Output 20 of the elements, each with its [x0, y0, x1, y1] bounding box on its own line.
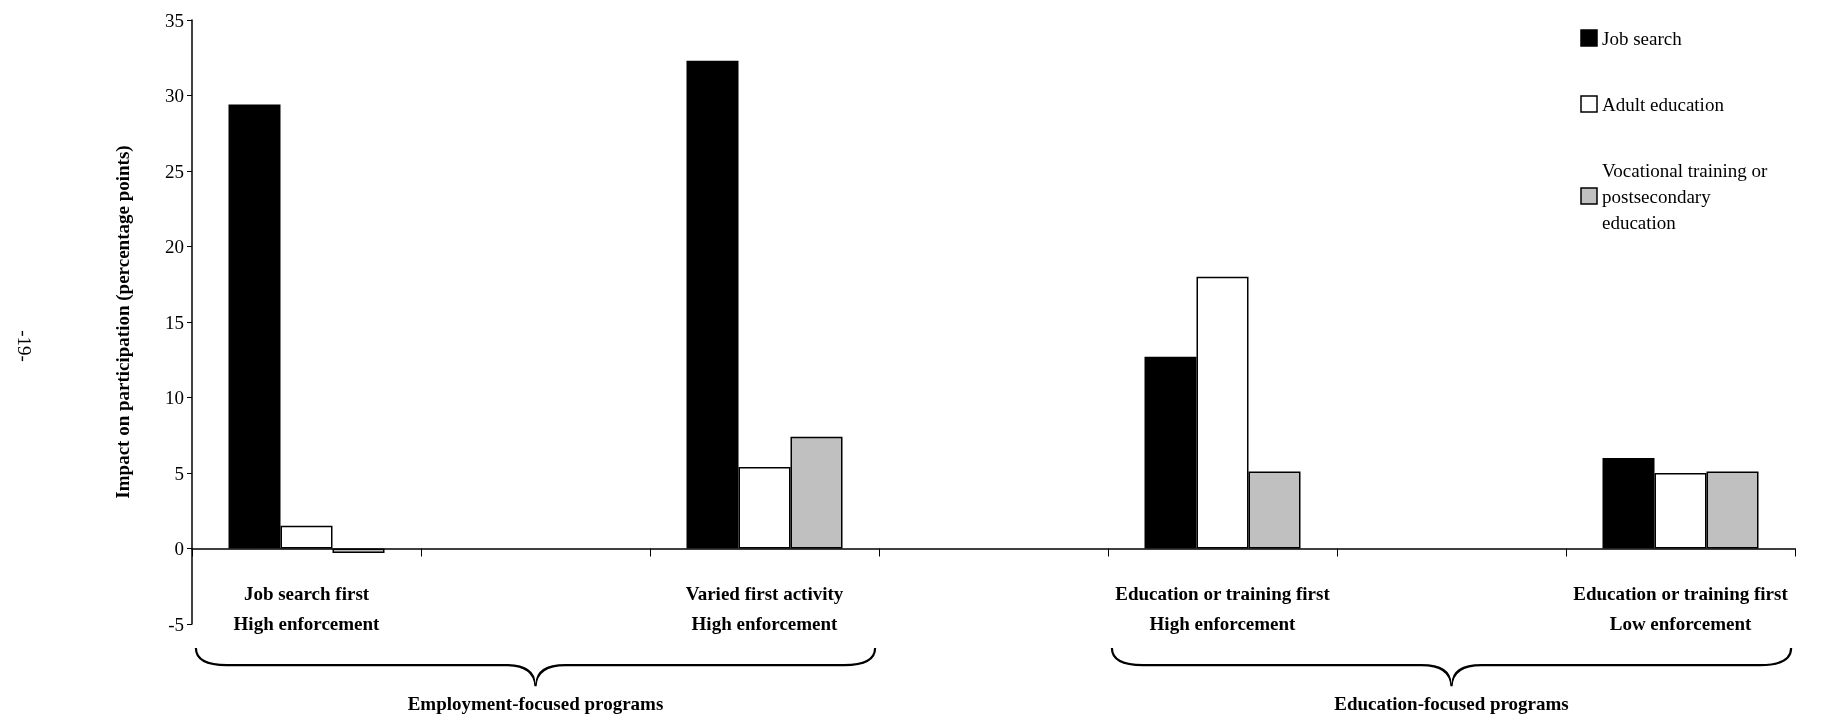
y-tick-label: 20 [165, 236, 184, 257]
y-tick-label: -5 [168, 613, 184, 635]
x-tick-label: Education or training first High enforcement [1115, 582, 1331, 634]
y-tick-label: 0 [174, 538, 184, 559]
y-tick-label: 5 [174, 462, 184, 484]
y-tick-label: 30 [165, 85, 184, 106]
text: -19- [12, 330, 35, 362]
text: Employment-focused programs [407, 693, 664, 715]
legend-label: Job search [1602, 27, 1683, 49]
y-tick-label: 35 [165, 9, 184, 31]
x-tick-label: Varied first activity High enforcement [685, 582, 844, 634]
y-axis-title: Impact on participation (percentage points) [112, 145, 134, 499]
y-tick-label: 15 [165, 311, 184, 333]
text: Education-focused programs [1334, 693, 1569, 715]
y-tick-label: 25 [165, 160, 184, 182]
x-tick-label: Education or training first Low enforcement [1573, 582, 1789, 634]
x-tick-label: Job search first High enforcement [233, 582, 381, 634]
legend-label: Adult education [1602, 93, 1725, 115]
y-tick-label: 10 [165, 387, 184, 408]
legend-label: Vocational training or postsecondary education [1602, 159, 1773, 233]
